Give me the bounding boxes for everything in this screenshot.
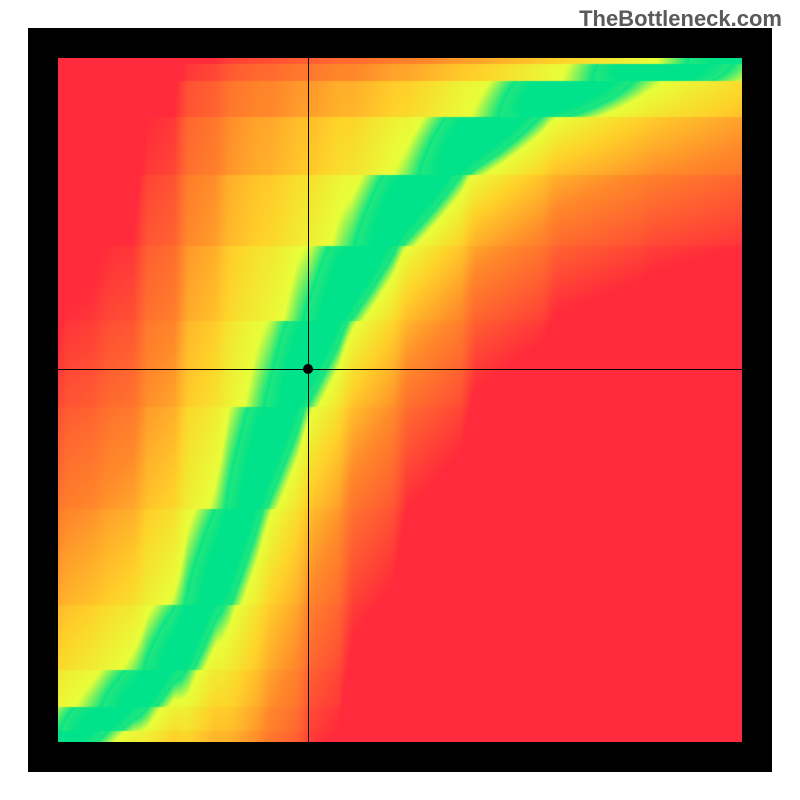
heatmap-plot-area: [58, 58, 742, 742]
watermark-text: TheBottleneck.com: [579, 6, 782, 32]
crosshair-marker: [303, 364, 313, 374]
crosshair-vertical: [308, 58, 309, 742]
chart-outer-frame: [28, 28, 772, 772]
crosshair-horizontal: [58, 369, 742, 370]
heatmap-canvas: [58, 58, 742, 742]
